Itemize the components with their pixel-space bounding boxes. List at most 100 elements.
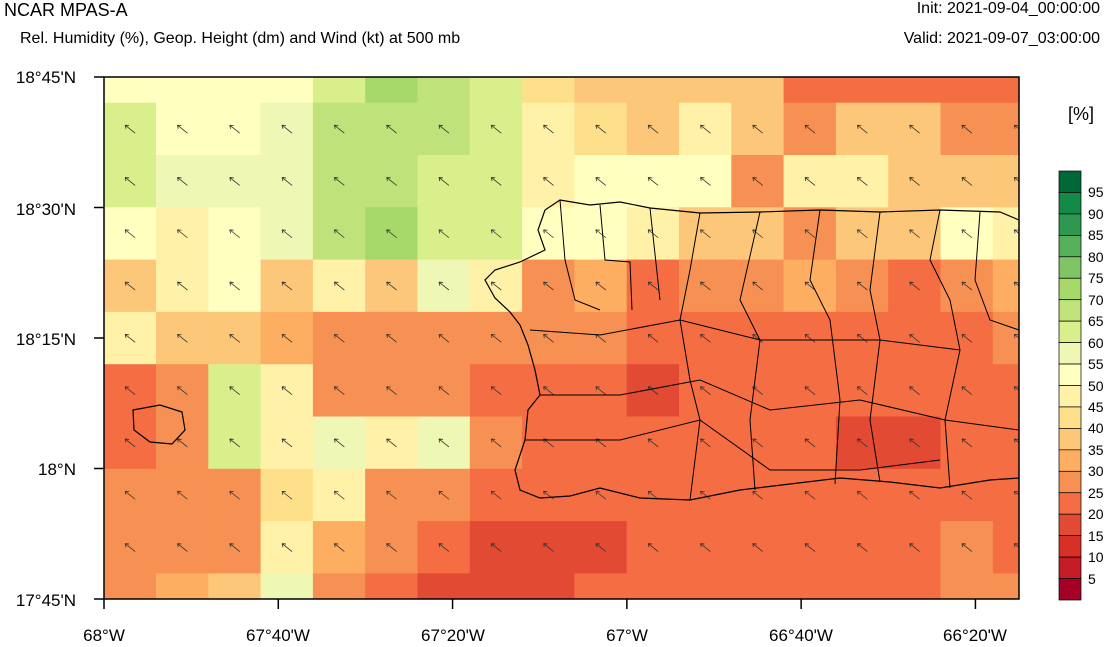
colorbar-swatch (1058, 556, 1082, 579)
lat-label: 17°45'N (15, 591, 76, 610)
wind-arrow (804, 543, 816, 552)
wind-arrow (700, 281, 711, 291)
wind-arrow (961, 281, 973, 291)
wind-arrow (961, 229, 973, 239)
rh-cell (156, 573, 210, 599)
wind-arrow (177, 333, 188, 343)
wind-arrow (124, 438, 136, 448)
lat-label: 18°15'N (15, 330, 76, 349)
rh-cell (104, 573, 157, 599)
wind-arrow (177, 281, 188, 291)
colorbar-swatch (1058, 299, 1082, 322)
colorbar-swatch (1058, 235, 1082, 258)
wind-arrow (543, 124, 554, 134)
wind-arrow (386, 543, 397, 552)
wind-arrow (124, 229, 136, 239)
wind-arrow (229, 177, 240, 186)
lon-label: 67°W (606, 626, 648, 645)
wind-arrow (438, 229, 450, 239)
wind-arrow (543, 386, 554, 395)
wind-arrow (961, 386, 973, 395)
rh-cell (992, 416, 1019, 470)
wind-arrow (961, 124, 973, 134)
rh-cell (208, 573, 262, 599)
rh-cell (992, 364, 1019, 418)
colorbar-tick-label: 70 (1088, 291, 1104, 308)
wind-arrow (595, 386, 607, 395)
colorbar-swatch (1058, 192, 1082, 215)
wind-arrow (595, 124, 607, 134)
colorbar-tick-label: 45 (1088, 398, 1104, 415)
rh-cell (992, 311, 1019, 365)
rh-cell (260, 77, 314, 104)
colorbar-swatch (1058, 428, 1082, 451)
rh-cell (522, 573, 576, 599)
wind-arrow (281, 281, 293, 291)
wind-arrow (804, 281, 816, 291)
wind-arrow (281, 490, 293, 500)
wind-arrow (124, 124, 136, 134)
municipal-boundaries (525, 199, 1020, 501)
colorbar-swatch (1058, 213, 1082, 236)
wind-arrow (856, 177, 868, 186)
wind-arrow (333, 281, 345, 291)
wind-arrow (281, 177, 293, 186)
rh-cell (574, 77, 628, 104)
wind-arrow (1013, 229, 1019, 235)
wind-arrow (333, 490, 345, 500)
wind-arrow (438, 333, 450, 343)
model-title: NCAR MPAS-A (4, 0, 128, 20)
lat-label: 18°30'N (15, 200, 76, 219)
field-subtitle: Rel. Humidity (%), Geop. Height (dm) and… (20, 30, 461, 47)
wind-arrow (438, 490, 450, 500)
rh-cell (992, 155, 1019, 209)
lat-label: 18°45'N (15, 68, 76, 87)
colorbar-swatch (1058, 492, 1082, 515)
rh-cell (992, 77, 1019, 104)
wind-arrow (229, 124, 240, 134)
wind-arrow (752, 438, 763, 448)
wind-arrow (1013, 281, 1019, 287)
rh-cell (992, 259, 1019, 313)
wind-arrow (804, 124, 816, 134)
rh-cell (992, 573, 1019, 599)
wind-arrow (333, 229, 345, 239)
wind-arrow (647, 543, 659, 552)
wind-arrow (856, 229, 868, 239)
wind-arrow (438, 124, 450, 134)
wind-arrow (281, 438, 293, 448)
colorbar-swatch (1058, 535, 1082, 558)
wind-arrow (700, 124, 711, 134)
colorbar-tick-label: 75 (1088, 270, 1104, 287)
wind-arrow (438, 438, 450, 448)
rh-cell (783, 573, 837, 599)
wind-arrow (595, 490, 607, 500)
rh-cell (469, 573, 523, 599)
wind-arrow (386, 229, 397, 239)
wind-arrow (595, 543, 607, 552)
wind-arrow (909, 543, 920, 552)
rh-cell (835, 77, 889, 104)
wind-arrow (229, 229, 240, 239)
colorbar-tick-label: 15 (1088, 527, 1104, 544)
wind-arrow (804, 490, 816, 500)
wind-arrow (1013, 543, 1019, 548)
wind-arrow (177, 124, 188, 134)
wind-arrow (909, 229, 920, 239)
wind-arrow (909, 438, 920, 448)
wind-arrow (700, 229, 711, 239)
wind-arrow (856, 490, 868, 500)
colorbar-tick-label: 50 (1088, 377, 1104, 394)
colorbar-swatch (1058, 320, 1082, 343)
colorbar-swatch (1058, 170, 1082, 193)
wind-arrow (229, 333, 240, 343)
wind-arrow (177, 177, 188, 186)
wind-arrow (281, 229, 293, 239)
colorbar-swatch (1058, 342, 1082, 365)
wind-arrow (281, 333, 293, 343)
wind-arrow (438, 281, 450, 291)
rh-cell (783, 77, 837, 104)
wind-arrow (909, 124, 920, 134)
wind-arrow (856, 386, 868, 395)
